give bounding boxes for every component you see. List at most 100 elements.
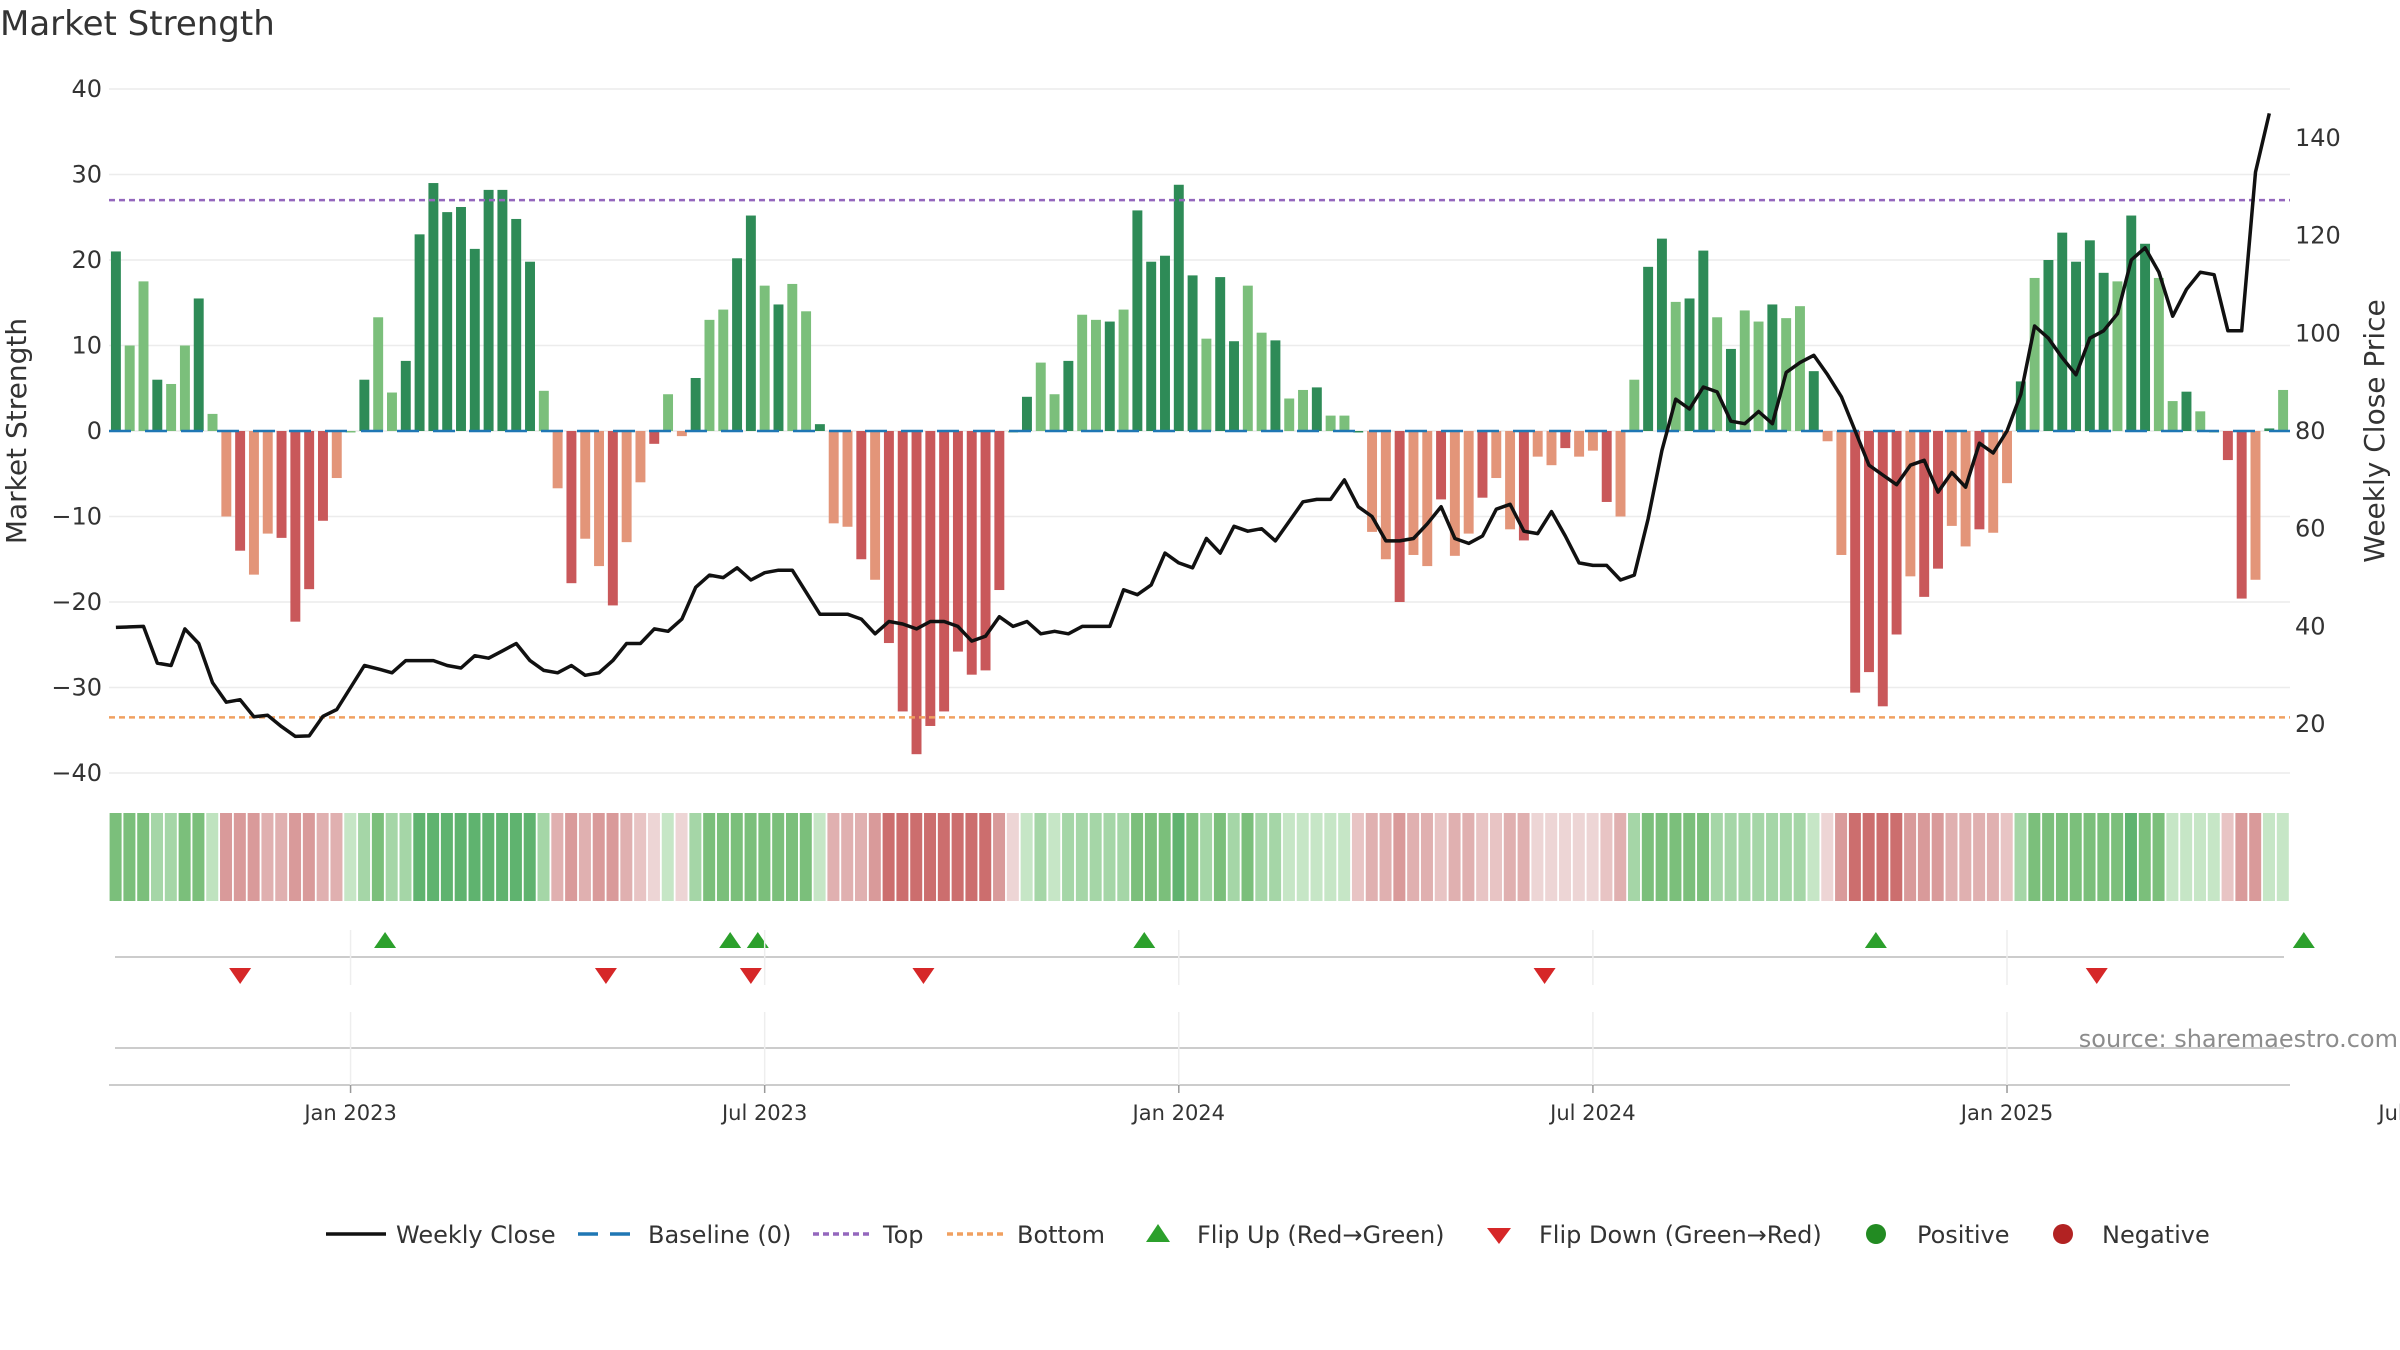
strength-bar bbox=[2140, 243, 2151, 431]
strength-bar bbox=[690, 377, 701, 431]
strength-bar bbox=[1546, 431, 1557, 466]
strength-bar bbox=[1725, 348, 1736, 431]
strength-bar bbox=[1836, 431, 1847, 555]
strength-bar bbox=[883, 431, 894, 644]
strength-bar bbox=[897, 431, 908, 712]
strength-bar bbox=[2264, 428, 2275, 431]
strength-bar bbox=[1160, 255, 1170, 431]
shade-strip bbox=[109, 813, 2289, 901]
y2-tick-label: 80 bbox=[2295, 417, 2326, 445]
strength-bar bbox=[773, 304, 784, 431]
strength-bar bbox=[1919, 431, 1930, 597]
shade-cell bbox=[1144, 813, 1157, 901]
shade-cell bbox=[2235, 813, 2248, 901]
shade-cell bbox=[565, 813, 578, 901]
strength-bar bbox=[870, 431, 881, 580]
strength-bar bbox=[1104, 321, 1115, 431]
y2-tick-label: 140 bbox=[2295, 124, 2341, 152]
strength-bar bbox=[387, 392, 397, 431]
strength-bar bbox=[2015, 381, 2026, 431]
shade-cell bbox=[2097, 813, 2110, 901]
strength-bar bbox=[566, 431, 577, 584]
strength-bar bbox=[621, 431, 632, 543]
shade-cell bbox=[1448, 813, 1461, 901]
flip-up-marker bbox=[2292, 932, 2315, 948]
shade-cell bbox=[413, 813, 426, 901]
shade-cell bbox=[385, 813, 398, 901]
reference-lines bbox=[109, 198, 2290, 719]
shade-cell bbox=[689, 813, 702, 901]
strength-bar bbox=[745, 215, 756, 431]
shade-cell bbox=[358, 813, 371, 901]
strength-bar bbox=[2167, 401, 2178, 431]
shade-cell bbox=[1545, 813, 1558, 901]
strength-bar bbox=[525, 261, 535, 431]
strength-bar bbox=[317, 431, 328, 521]
y2-tick-label: 120 bbox=[2295, 222, 2341, 250]
strength-bar bbox=[856, 431, 867, 560]
shade-cell bbox=[468, 813, 481, 901]
strength-bar bbox=[1201, 338, 1212, 431]
strength-bar bbox=[580, 431, 591, 539]
strength-bar bbox=[497, 189, 508, 431]
shade-cell bbox=[1669, 813, 1682, 901]
strength-bar bbox=[1422, 431, 1433, 567]
shade-cell bbox=[1379, 813, 1392, 901]
shade-cell bbox=[220, 813, 233, 901]
shade-cell bbox=[744, 813, 757, 901]
strength-bar bbox=[414, 234, 425, 431]
strength-bar bbox=[649, 431, 660, 444]
legend-swatch bbox=[1866, 1224, 1886, 1244]
strength-bar bbox=[718, 309, 729, 431]
strength-bar bbox=[1574, 431, 1585, 457]
strength-bar bbox=[1408, 431, 1419, 555]
shade-cell bbox=[427, 813, 440, 901]
strength-bar bbox=[1242, 285, 1253, 431]
flip-up-marker bbox=[1864, 932, 1887, 948]
strength-bar bbox=[1132, 210, 1143, 431]
strength-bar bbox=[1712, 317, 1723, 431]
shade-cell bbox=[2166, 813, 2179, 901]
x-tick-label: Jan 2024 bbox=[1131, 1101, 1226, 1125]
strength-bar bbox=[1367, 431, 1378, 532]
strength-bar bbox=[2029, 277, 2040, 431]
strength-bar bbox=[1974, 431, 1985, 530]
x-tick-label: Jul 2024 bbox=[1548, 1101, 1635, 1125]
shade-cell bbox=[482, 813, 495, 901]
x-tick-label: Jul 2025 bbox=[2376, 1101, 2400, 1125]
y-tick-label: −10 bbox=[51, 503, 102, 531]
shade-cell bbox=[137, 813, 150, 901]
strength-bar bbox=[1505, 431, 1516, 530]
strength-bar bbox=[814, 424, 825, 431]
shade-cell bbox=[1641, 813, 1654, 901]
strength-bar bbox=[2153, 277, 2164, 431]
legend-label: Baseline (0) bbox=[648, 1221, 791, 1249]
price-line-group bbox=[115, 112, 2272, 739]
strength-bar bbox=[1850, 431, 1861, 693]
strength-bar bbox=[179, 345, 190, 431]
strength-bar bbox=[1311, 387, 1322, 431]
shade-cell bbox=[827, 813, 840, 901]
strength-bar bbox=[469, 248, 480, 431]
shade-cell bbox=[578, 813, 591, 901]
flip-down-marker bbox=[594, 968, 617, 984]
strength-bar bbox=[994, 431, 1005, 591]
shade-cell bbox=[1062, 813, 1075, 901]
y-tick-label: −30 bbox=[51, 674, 102, 702]
strength-bar bbox=[373, 317, 384, 431]
flip-up-marker bbox=[719, 932, 742, 948]
shade-cell bbox=[1614, 813, 1627, 901]
shade-cell bbox=[661, 813, 674, 901]
strength-bar bbox=[1988, 431, 1999, 533]
shade-cell bbox=[1020, 813, 1033, 901]
strength-bar bbox=[2002, 431, 2012, 484]
shade-cell bbox=[1296, 813, 1309, 901]
shade-cell bbox=[1489, 813, 1502, 901]
shade-cell bbox=[1752, 813, 1765, 901]
strength-bar bbox=[2278, 389, 2289, 431]
shade-cell bbox=[1158, 813, 1171, 901]
shade-cell bbox=[440, 813, 453, 901]
shade-cell bbox=[275, 813, 288, 901]
y2-tick-label: 40 bbox=[2295, 612, 2326, 640]
